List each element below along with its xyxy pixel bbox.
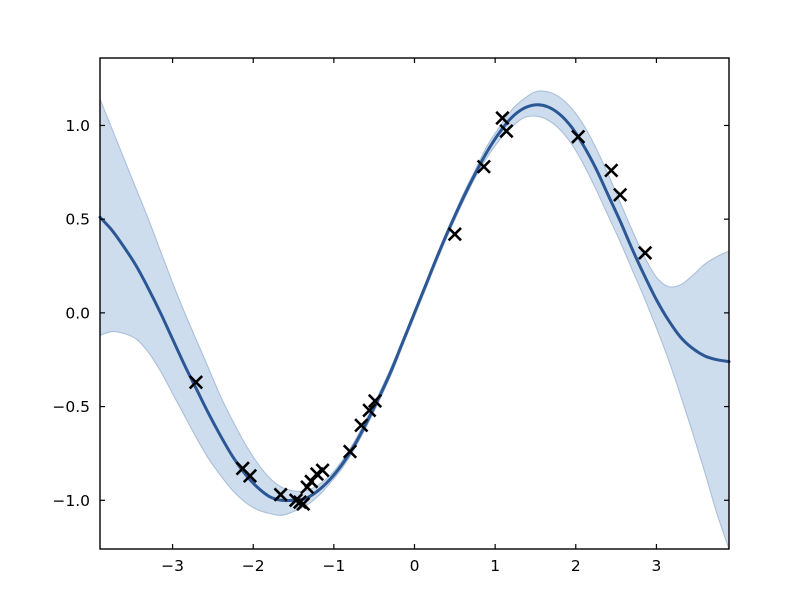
- y-tick-label: 0.5: [65, 211, 90, 229]
- x-tick-label: 3: [651, 557, 661, 575]
- observation-marker: [288, 493, 304, 508]
- observation-marker: [242, 468, 258, 484]
- y-tick-label: 0.0: [65, 304, 90, 322]
- x-axis-ticks: [171, 58, 658, 549]
- x-tick-label: 2: [571, 557, 581, 575]
- observation-marker: [447, 227, 462, 242]
- observation-marker: [188, 375, 204, 390]
- x-tick-label: −1: [322, 557, 345, 575]
- y-axis-tick-labels: 1.0 0.5 0.0 −0.5 −1.0: [52, 117, 90, 510]
- observation-marker: [367, 393, 383, 409]
- observation-marker: [342, 444, 358, 459]
- x-tick-label: 1: [490, 557, 500, 575]
- observation-marker: [638, 245, 653, 261]
- y-tick-label: 1.0: [65, 117, 90, 135]
- observation-marker: [499, 123, 514, 139]
- observation-marker: [604, 163, 619, 178]
- observation-marker: [273, 487, 288, 502]
- x-axis-tick-labels: −3 −2 −1 0 1 2 3: [161, 557, 661, 575]
- observation-marker: [296, 496, 311, 512]
- observation-marker: [495, 110, 510, 126]
- y-tick-label: −0.5: [52, 398, 90, 416]
- x-tick-label: −2: [242, 557, 265, 575]
- observation-marker: [571, 129, 586, 144]
- y-axis-ticks: [100, 124, 729, 501]
- x-tick-label: 0: [410, 557, 420, 575]
- observation-marker: [476, 159, 491, 174]
- observation-marker: [315, 463, 330, 478]
- observation-marker: [304, 474, 319, 489]
- posterior-mean-line: [98, 103, 731, 503]
- observation-marker: [613, 187, 628, 202]
- observation-markers: [188, 110, 653, 512]
- y-tick-label: −1.0: [52, 492, 90, 510]
- x-tick-label: −3: [161, 557, 184, 575]
- mean-curve: [98, 103, 731, 503]
- observation-marker: [354, 418, 369, 433]
- observation-marker: [362, 403, 377, 418]
